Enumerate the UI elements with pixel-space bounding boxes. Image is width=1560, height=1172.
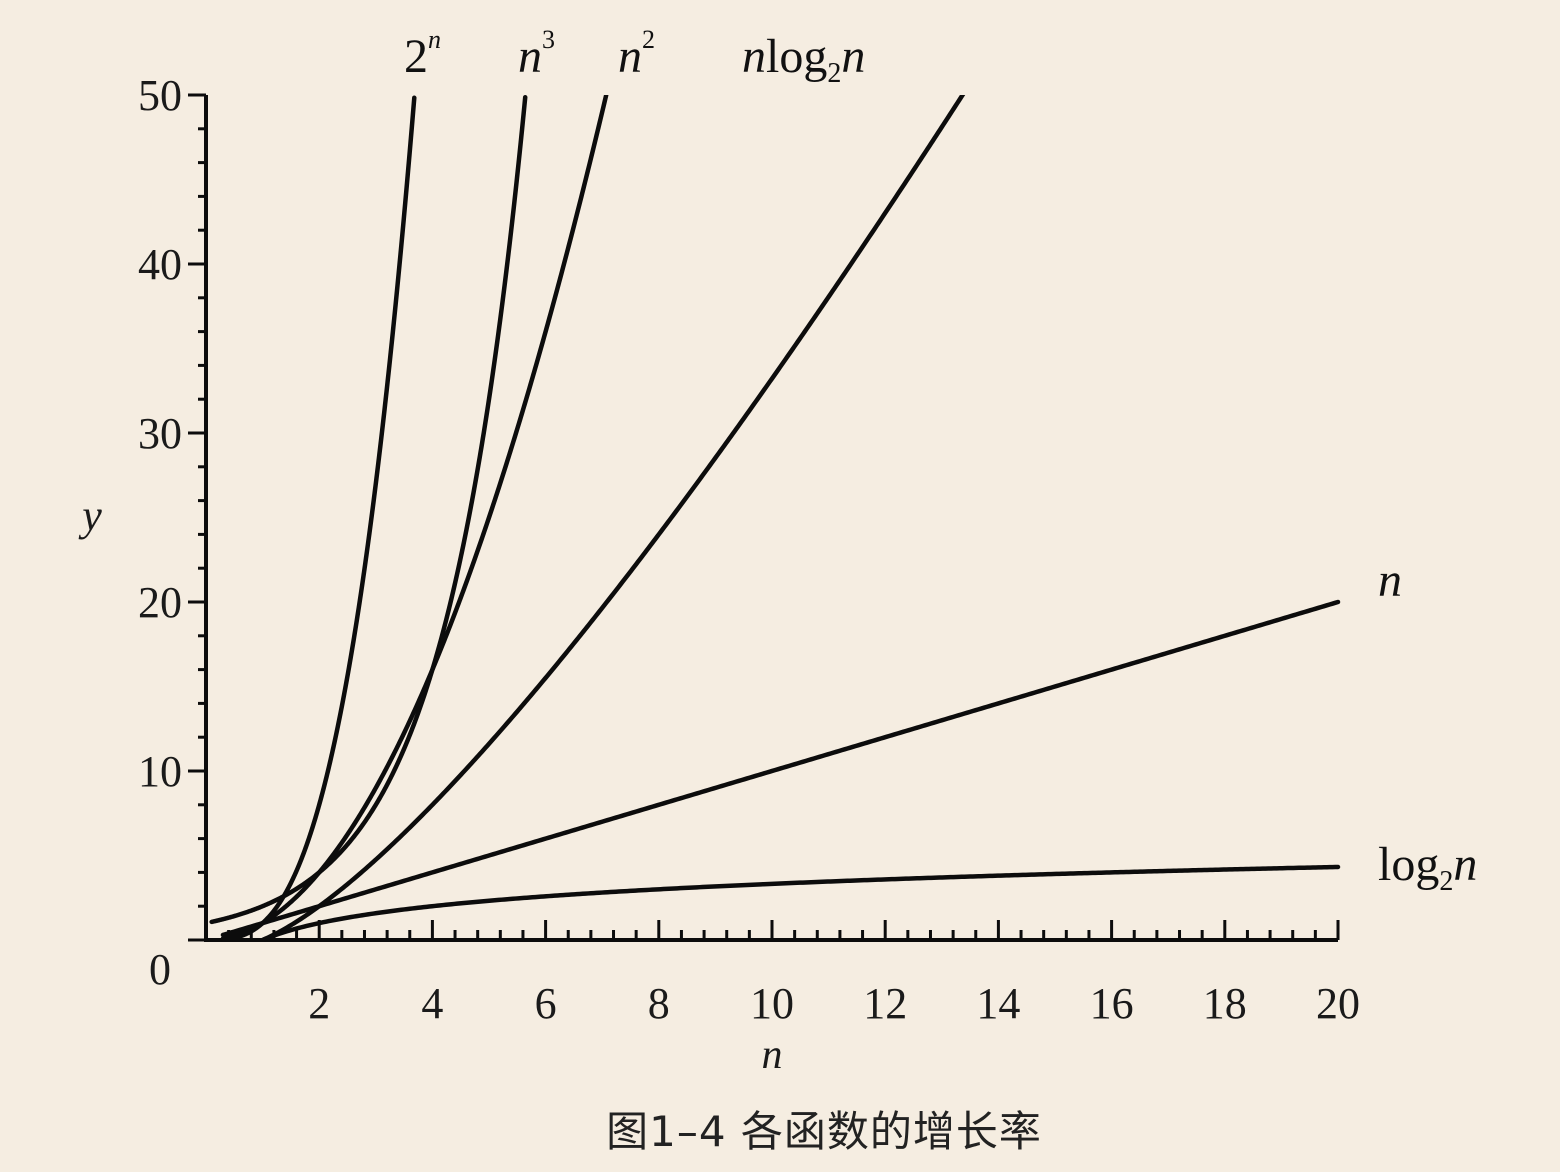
series-label-pow2: 2n [404, 25, 441, 83]
y-tick-label: 10 [138, 747, 182, 796]
x-tick-label: 16 [1090, 979, 1134, 1028]
x-tick-label: 6 [535, 979, 557, 1028]
x-tick-label: 2 [308, 979, 330, 1028]
x-tick-label: 14 [976, 979, 1020, 1028]
y-tick-label: 20 [138, 578, 182, 627]
x-tick-label: 10 [750, 979, 794, 1028]
x-tick-label: 4 [421, 979, 443, 1028]
curves [209, 95, 1341, 942]
series-line-nlogn [260, 95, 966, 942]
series-line-linear [220, 599, 1341, 938]
y-tick-label: 50 [138, 71, 182, 120]
y-tick-label: 0 [149, 945, 171, 994]
x-tick-label: 12 [863, 979, 907, 1028]
series-line-log2 [253, 864, 1341, 942]
series-label-log2: log2n [1378, 838, 1477, 897]
series-label-linear: n [1378, 554, 1402, 607]
axes: 0 10 20 30 40 50 2 4 6 8 10 12 14 16 18 20 n y [78, 71, 1360, 1078]
y-tick-label: 30 [138, 409, 182, 458]
series-line-square [220, 95, 609, 941]
series-label-nlogn: nlog2n [742, 30, 865, 89]
x-tick-label: 8 [648, 979, 670, 1028]
x-tick-label: 18 [1203, 979, 1247, 1028]
y-axis-label: y [78, 491, 102, 540]
series-label-square: n2 [618, 25, 655, 83]
figure-caption: 图1–4 各函数的增长率 [606, 1107, 1042, 1156]
x-tick-label: 20 [1316, 979, 1360, 1028]
x-axis-label: n [762, 1032, 783, 1078]
chart-background [75, 20, 1555, 1075]
y-tick-label: 40 [138, 240, 182, 289]
series-line-pow2 [209, 95, 528, 925]
series-label-cube: n3 [518, 25, 555, 83]
